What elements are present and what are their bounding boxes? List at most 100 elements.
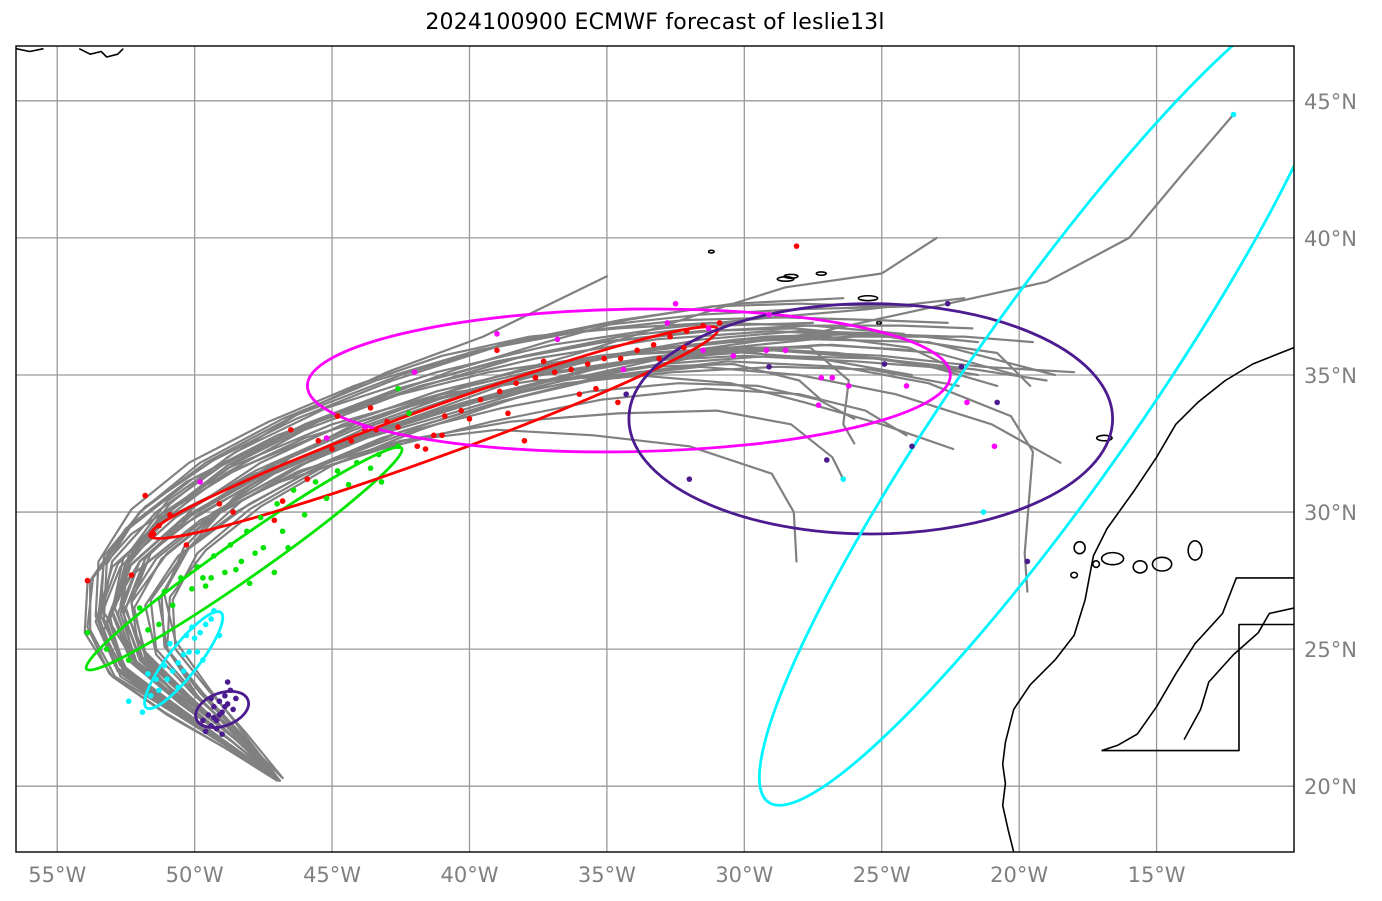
- green-position-point: [136, 605, 143, 611]
- cyan-position-point: [145, 671, 151, 677]
- plot-frame: [15, 45, 1295, 853]
- green-position-point: [323, 495, 330, 502]
- red-position-point: [521, 437, 528, 444]
- green-position-point: [301, 511, 308, 518]
- purple-position-point: [216, 712, 223, 718]
- red-position-point: [617, 355, 624, 362]
- uncertainty-ellipse: [758, 46, 1294, 807]
- red-position-point: [279, 498, 286, 504]
- purple-position-point: [1024, 558, 1031, 565]
- red-position-point: [167, 511, 173, 518]
- uncertainty-ellipse: [305, 307, 952, 454]
- border-line: [1101, 577, 1294, 752]
- green-position-point: [189, 586, 195, 592]
- forecast-positions: [84, 111, 1237, 737]
- green-position-point: [202, 583, 209, 589]
- green-position-point: [378, 479, 385, 485]
- red-position-point: [700, 322, 706, 329]
- red-position-point: [128, 572, 135, 578]
- purple-position-point: [944, 300, 951, 307]
- magenta-position-point: [494, 331, 500, 337]
- red-position-point: [395, 424, 401, 430]
- purple-position-point: [227, 687, 234, 694]
- purple-position-point: [213, 725, 220, 732]
- red-position-point: [315, 437, 322, 444]
- green-position-point: [103, 646, 110, 652]
- longitude-tick-label: 30°W: [715, 863, 773, 887]
- coastline-fragment: [16, 47, 44, 53]
- latitude-tick-label: 30°N: [1304, 501, 1357, 525]
- green-position-point: [178, 575, 184, 581]
- red-position-point: [271, 517, 278, 524]
- green-position-point: [161, 588, 168, 595]
- purple-position-point: [224, 679, 231, 685]
- red-position-point: [568, 366, 574, 373]
- canary-island: [1092, 560, 1101, 569]
- ensemble-track: [124, 332, 955, 782]
- purple-position-point: [233, 695, 239, 702]
- cyan-position-point: [125, 698, 132, 705]
- red-position-point: [288, 427, 294, 433]
- purple-position-point: [686, 476, 693, 482]
- ensemble-track: [119, 275, 608, 782]
- uncertainty-ellipse: [84, 445, 404, 672]
- longitude-tick-label: 55°W: [28, 863, 86, 887]
- cyan-position-point: [191, 635, 198, 641]
- purple-position-point: [909, 443, 915, 450]
- magenta-position-point: [197, 479, 203, 485]
- ensemble-track: [102, 360, 1034, 782]
- border-line: [1101, 623, 1294, 752]
- red-position-point: [584, 361, 591, 367]
- green-position-point: [238, 558, 245, 565]
- coastlines: [16, 47, 1294, 852]
- magenta-position-point: [705, 325, 712, 332]
- purple-position-point: [200, 717, 206, 724]
- azores-island: [776, 276, 795, 283]
- magenta-position-point: [664, 320, 671, 326]
- red-position-point: [441, 413, 448, 419]
- latitude-tick-label: 35°N: [1304, 364, 1357, 388]
- latitude-tick-labels: 20°N 25°N 30°N 35°N 40°N 45°N: [1304, 90, 1357, 799]
- red-position-point: [551, 369, 558, 376]
- magenta-position-point: [411, 369, 418, 376]
- plot-area: [16, 46, 1294, 852]
- red-position-point: [540, 358, 547, 365]
- red-position-point: [348, 437, 355, 444]
- ensemble-track: [149, 382, 856, 782]
- red-position-point: [716, 320, 723, 326]
- magenta-position-point: [782, 347, 789, 354]
- cyan-position-point: [147, 692, 154, 699]
- red-position-point: [513, 380, 520, 387]
- magenta-position-point: [700, 347, 706, 354]
- purple-position-point: [766, 363, 772, 370]
- green-position-point: [257, 514, 264, 521]
- green-position-point: [222, 569, 228, 576]
- cyan-position-point: [156, 687, 162, 694]
- cyan-position-point: [161, 662, 168, 669]
- green-position-point: [211, 553, 217, 559]
- purple-position-point: [211, 703, 217, 710]
- red-position-point: [156, 522, 162, 529]
- magenta-position-point: [815, 402, 822, 408]
- red-position-point: [329, 446, 335, 452]
- red-position-point: [414, 443, 421, 450]
- red-position-point: [430, 432, 437, 439]
- ensemble-track: [166, 343, 916, 782]
- green-position-point: [279, 528, 286, 535]
- longitude-tick-labels: 55°W 50°W 45°W 40°W 35°W 30°W 25°W 20°W 15°W: [28, 863, 1186, 887]
- magenta-position-point: [323, 435, 330, 441]
- purple-position-point: [219, 731, 225, 737]
- green-position-point: [375, 451, 382, 458]
- latitude-tick-label: 25°N: [1304, 638, 1357, 662]
- red-position-point: [466, 416, 473, 422]
- red-position-point: [683, 328, 690, 334]
- magenta-position-point: [829, 374, 836, 381]
- red-position-point: [142, 492, 148, 499]
- uncertainty-ellipse: [194, 689, 250, 729]
- red-position-point: [532, 374, 539, 381]
- red-position-point: [656, 355, 662, 362]
- red-position-point: [422, 446, 429, 452]
- cyan-position-point: [186, 649, 192, 655]
- green-position-point: [252, 550, 258, 556]
